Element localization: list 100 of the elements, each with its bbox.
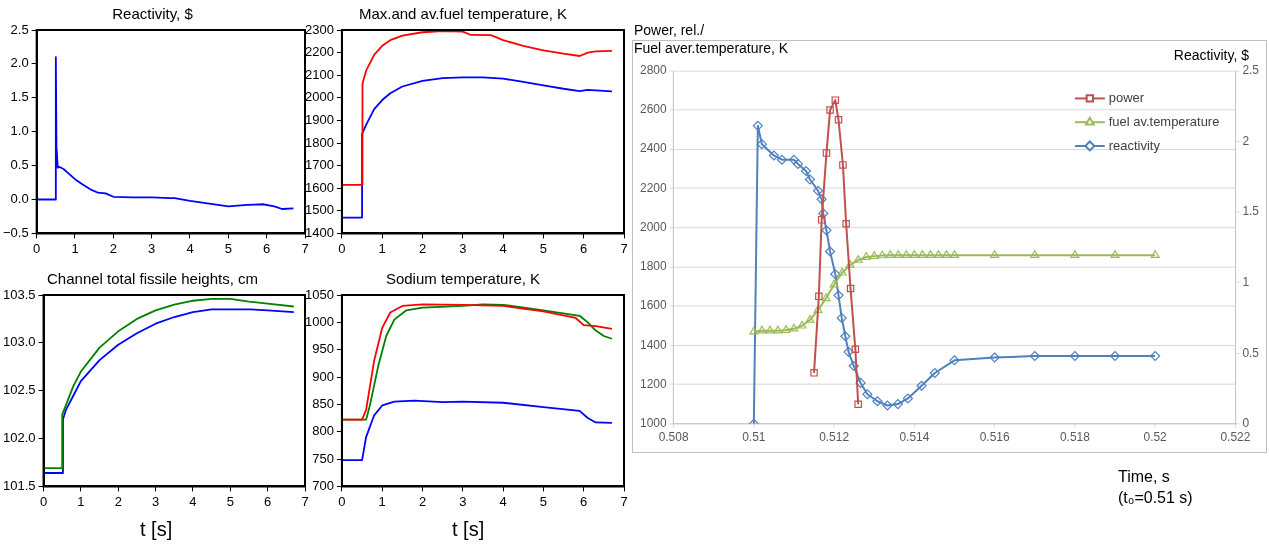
y-axis-title: Power, rel./ Fuel aver.temperature, K — [634, 22, 789, 57]
point — [822, 149, 831, 157]
y2-tick-label: 1 — [1242, 274, 1250, 289]
y-tick-label: 1500 — [305, 202, 334, 218]
point — [842, 220, 850, 228]
point — [845, 259, 855, 268]
point — [804, 174, 816, 185]
chart-title: Sodium temperature, K — [385, 270, 541, 288]
point — [756, 139, 767, 150]
x-tick-label: 3 — [148, 240, 156, 256]
x-tick-label: 1 — [378, 240, 386, 256]
y-tick-label: 1800 — [305, 134, 334, 150]
y-tick-label: 2300 — [305, 21, 334, 37]
point — [817, 216, 826, 224]
x-tick-label: 4 — [189, 493, 197, 509]
point — [989, 352, 1000, 363]
x-tick-label: 2 — [418, 240, 427, 256]
point — [892, 399, 903, 410]
point — [813, 305, 823, 313]
y-tick-label: 2200 — [640, 180, 667, 195]
point — [851, 345, 860, 354]
y-tick-label: 2.5 — [10, 21, 29, 37]
x-tick-label: 0.516 — [979, 430, 1010, 445]
x-tick-label: 3 — [459, 240, 467, 256]
x-tick-label: 7 — [620, 493, 628, 509]
point — [821, 225, 832, 236]
x-tick-label: 0 — [39, 493, 48, 509]
point — [810, 369, 818, 377]
point — [861, 252, 871, 260]
y-tick-label: 1900 — [305, 111, 334, 127]
x-tick-label: 7 — [301, 493, 309, 509]
x-axis-title: Time, s — [1118, 467, 1170, 487]
point — [776, 154, 788, 165]
y2-tick-label: 2 — [1242, 133, 1250, 148]
point — [825, 246, 836, 257]
point — [902, 393, 914, 404]
y2-axis-title: Reactivity, $ — [1173, 47, 1249, 65]
point — [797, 320, 807, 329]
point — [749, 326, 759, 335]
point — [916, 380, 927, 391]
x-axis-title: t [s] — [140, 517, 173, 542]
point — [837, 267, 847, 276]
y-tick-label: 1400 — [640, 337, 667, 352]
y-tick-label: 1800 — [640, 259, 667, 274]
x-tick-label: 4 — [499, 240, 507, 256]
y-tick-label: 1600 — [305, 179, 334, 195]
y-tick-label: 900 — [312, 368, 334, 384]
y-tick-label: 800 — [312, 423, 334, 439]
point — [848, 360, 859, 372]
y-tick-label: 2.0 — [10, 55, 29, 71]
x-tick-label: 4 — [186, 240, 194, 256]
y-tick-label: 2200 — [305, 44, 334, 60]
point — [830, 269, 841, 280]
y2-tick-label: 1.5 — [1242, 204, 1260, 219]
point — [789, 323, 799, 332]
y-tick-label: 950 — [312, 341, 334, 357]
y-tick-label: 1700 — [305, 157, 334, 173]
point — [941, 250, 951, 258]
y-tick-label: 1050 — [305, 286, 334, 302]
y-tick-label: 1.0 — [10, 123, 29, 139]
point — [882, 400, 893, 411]
point — [1069, 351, 1080, 362]
y-tick-label: 1400 — [305, 224, 334, 240]
point — [826, 106, 834, 114]
point — [853, 254, 863, 263]
point — [869, 251, 879, 259]
y-tick-label: 850 — [312, 395, 334, 411]
x-tick-label: 0.518 — [1059, 430, 1091, 445]
point — [929, 367, 940, 379]
point — [800, 165, 812, 177]
x-tick-label: 0.52 — [1143, 430, 1168, 445]
x-tick-label: 1 — [71, 240, 79, 256]
legend-label: fuel av.temperature — [1108, 113, 1220, 129]
point — [854, 400, 862, 409]
point — [843, 346, 854, 357]
x-tick-label: 7 — [301, 240, 309, 256]
point — [833, 290, 844, 301]
x-tick-label: 5 — [539, 240, 548, 256]
x-tick-label: 0.522 — [1220, 430, 1251, 445]
x-tick-label: 2 — [109, 240, 117, 256]
point — [831, 96, 840, 104]
point — [1109, 351, 1121, 362]
x-tick-label: 3 — [151, 493, 160, 509]
y-tick-label: 2800 — [640, 63, 667, 77]
legend-label: reactivity — [1108, 137, 1161, 153]
point — [1070, 250, 1080, 258]
point — [893, 250, 903, 258]
point — [1110, 250, 1120, 258]
point — [901, 250, 911, 258]
point — [909, 250, 919, 258]
y-tick-label: 0.0 — [10, 191, 29, 207]
x-tick-label: 6 — [580, 240, 588, 256]
point — [815, 292, 823, 301]
y-tick-label: 102.0 — [2, 430, 36, 446]
y-tick-label: 101.5 — [2, 477, 36, 493]
point — [917, 250, 927, 258]
y-tick-label: −0.5 — [2, 224, 29, 240]
y2-tick-label: 2.5 — [1242, 63, 1260, 77]
point — [821, 293, 831, 302]
x-tick-label: 0 — [338, 493, 346, 509]
